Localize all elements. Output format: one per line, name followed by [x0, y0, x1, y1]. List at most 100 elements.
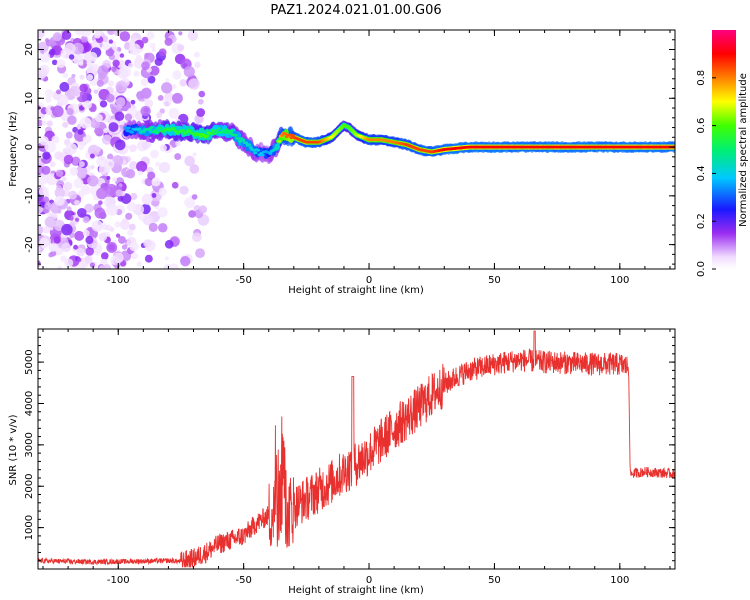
noise-blob [125, 212, 133, 220]
noise-blob [179, 78, 187, 87]
noise-blob [84, 255, 93, 264]
noise-blob [73, 178, 84, 189]
noise-blob [85, 236, 94, 245]
noise-blob [53, 236, 61, 244]
noise-blob [192, 152, 197, 157]
ridge-core [280, 133, 285, 137]
noise-blob [161, 82, 173, 94]
noise-blob [62, 121, 69, 128]
ridge-core [149, 126, 154, 129]
ridge-core [268, 152, 273, 155]
noise-blob [42, 226, 50, 234]
noise-blob [77, 128, 84, 135]
noise-blob [40, 49, 45, 55]
snr-line-group [38, 330, 675, 568]
noise-blob [99, 100, 108, 108]
noise-blob [69, 85, 81, 97]
noise-blob [74, 199, 80, 206]
noise-blob [65, 142, 78, 155]
noise-blob [38, 30, 46, 38]
noise-blob [90, 164, 95, 170]
noise-blob [76, 169, 87, 179]
noise-blob [184, 155, 195, 167]
noise-blob [38, 246, 41, 252]
ridge-core [287, 133, 292, 137]
noise-blob [89, 153, 95, 159]
noise-blob [154, 57, 163, 66]
noise-blob [85, 247, 95, 256]
noise-blob [157, 207, 168, 218]
noise-blob [98, 72, 106, 80]
spectrogram-ylabel: Frequency (Hz) [8, 111, 19, 187]
ridge-core [129, 130, 134, 134]
x-tick-label: 100 [610, 275, 629, 286]
noise-blob [64, 258, 74, 268]
noise-blob [164, 239, 174, 249]
noise-blob [130, 99, 136, 105]
noise-blob [151, 192, 157, 198]
snr-panel: -100 -50 0 50 100 1000 2000 3000 4000 5000 Height… [8, 328, 676, 596]
noise-blob [105, 47, 115, 57]
noise-blob [164, 256, 169, 261]
noise-blob [108, 39, 114, 44]
noise-blob [91, 220, 104, 232]
noise-blob [59, 81, 70, 92]
noise-blob [76, 247, 85, 257]
noise-blob [101, 134, 113, 145]
noise-blob [76, 257, 82, 263]
noise-blob [171, 181, 179, 189]
ridge-core [223, 131, 228, 135]
noise-blob [103, 127, 109, 134]
noise-blob [191, 232, 202, 243]
noise-blob [129, 144, 137, 153]
noise-blob [64, 42, 76, 55]
noise-blob [78, 161, 85, 168]
noise-blob [96, 187, 108, 200]
x-tick-label: -50 [235, 575, 251, 586]
colorbar-label: Normalized spectral amplitude [738, 73, 749, 227]
noise-blob [117, 195, 124, 202]
noise-blob [67, 115, 77, 125]
y-tick-label: -20 [24, 236, 35, 252]
noise-blob [111, 66, 117, 72]
noise-blob [96, 79, 104, 87]
noise-blob [184, 197, 196, 209]
noise-blob [68, 54, 75, 60]
noise-blob [57, 265, 63, 269]
ridge-core [253, 151, 258, 155]
noise-blob [147, 75, 156, 84]
noise-blob [159, 161, 171, 174]
noise-blob [48, 252, 54, 258]
noise-blob [82, 136, 88, 142]
noise-blob [125, 169, 136, 179]
noise-blob [198, 98, 204, 105]
noise-blob [168, 107, 180, 119]
noise-blob [69, 167, 79, 176]
ridge-core [229, 129, 234, 133]
y-tick-label: 4000 [24, 391, 35, 416]
noise-blob [159, 108, 165, 114]
ridge-core [209, 132, 214, 135]
noise-blob [87, 51, 98, 62]
x-tick-label: -100 [107, 275, 130, 286]
noise-blob [124, 113, 133, 122]
noise-blob [74, 217, 80, 222]
noise-blob [84, 203, 94, 213]
ridge-core [247, 143, 252, 146]
ridge-core [211, 129, 216, 133]
noise-blob [147, 171, 156, 180]
noise-blob [133, 70, 140, 77]
noise-blob [54, 187, 65, 199]
y-tick-label: 10 [24, 92, 35, 105]
noise-blob [51, 135, 60, 144]
noise-blob [109, 226, 115, 232]
noise-blob [82, 229, 90, 237]
noise-blob [172, 70, 182, 80]
noise-blob [151, 177, 161, 187]
colorbar-tick-label: 0.2 [696, 213, 707, 229]
noise-blob [44, 38, 50, 43]
noise-blob [131, 252, 138, 260]
noise-blob [128, 223, 136, 231]
noise-blob [73, 54, 84, 66]
noise-blob [135, 54, 142, 61]
